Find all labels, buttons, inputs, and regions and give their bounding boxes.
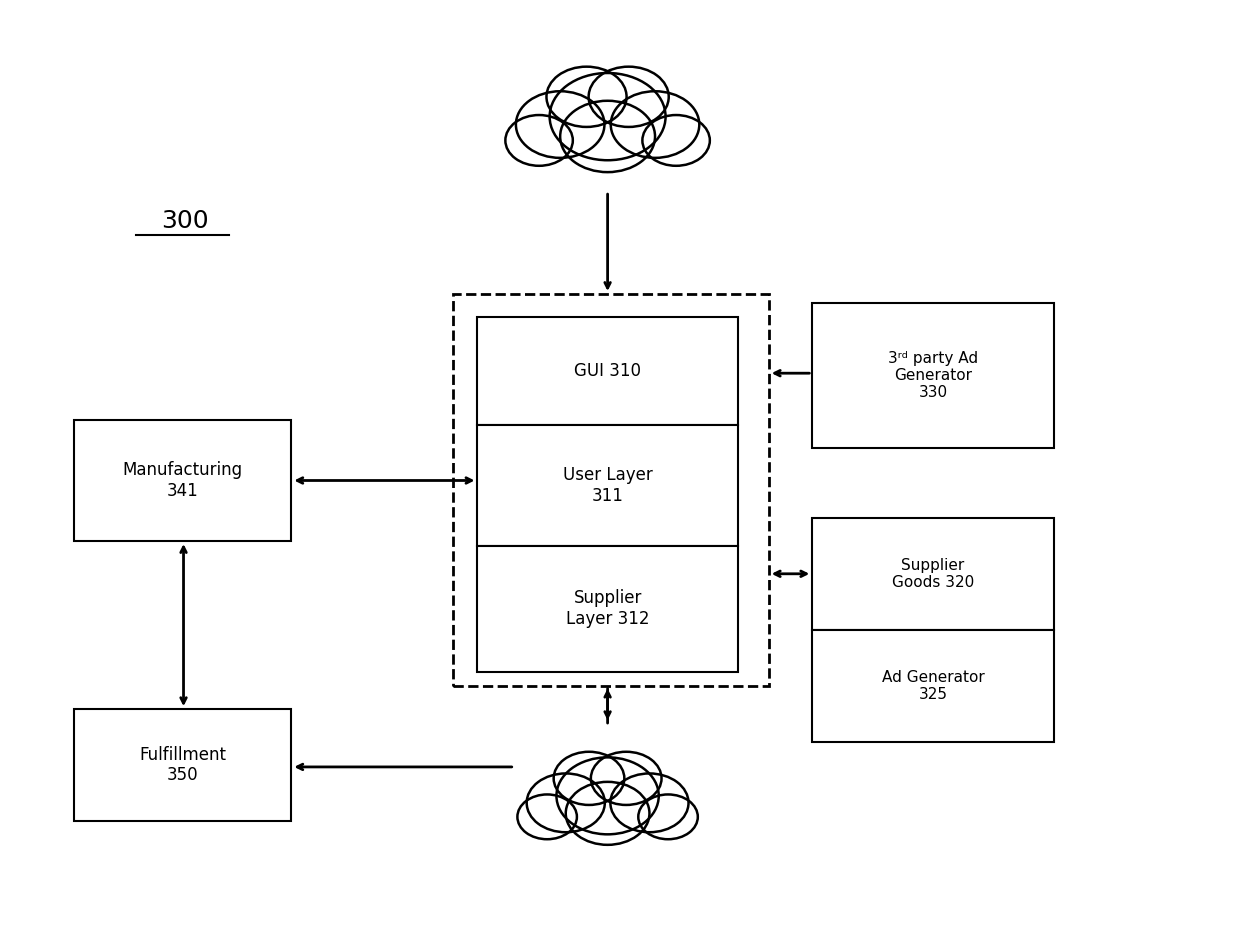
Text: Manufacturing
341: Manufacturing 341 [123, 461, 243, 500]
Text: Supplier
Layer 312: Supplier Layer 312 [565, 590, 650, 628]
FancyBboxPatch shape [453, 294, 769, 686]
Circle shape [611, 91, 699, 158]
Circle shape [527, 773, 605, 832]
Text: GUI 310: GUI 310 [574, 362, 641, 380]
Circle shape [565, 782, 650, 845]
Text: Ad Generator
325: Ad Generator 325 [882, 670, 985, 702]
Text: User Layer
311: User Layer 311 [563, 466, 652, 505]
Circle shape [591, 752, 662, 805]
Circle shape [642, 115, 709, 166]
Circle shape [547, 66, 626, 127]
FancyBboxPatch shape [812, 303, 1054, 448]
Circle shape [560, 101, 655, 172]
FancyBboxPatch shape [812, 630, 1054, 742]
Circle shape [506, 115, 573, 166]
Circle shape [589, 66, 668, 127]
Text: Supplier
Goods 320: Supplier Goods 320 [892, 558, 975, 590]
Text: 300: 300 [161, 209, 208, 233]
Text: Fulfillment
350: Fulfillment 350 [139, 745, 227, 785]
Circle shape [553, 752, 625, 805]
Text: 3ʳᵈ party Ad
Generator
330: 3ʳᵈ party Ad Generator 330 [888, 351, 978, 400]
Circle shape [557, 758, 658, 834]
FancyBboxPatch shape [74, 709, 291, 821]
Circle shape [549, 73, 666, 160]
Circle shape [610, 773, 688, 832]
FancyBboxPatch shape [74, 420, 291, 541]
Circle shape [516, 91, 604, 158]
FancyBboxPatch shape [812, 518, 1054, 630]
Circle shape [517, 795, 577, 840]
FancyBboxPatch shape [477, 546, 738, 672]
FancyBboxPatch shape [477, 317, 738, 425]
Circle shape [639, 795, 698, 840]
FancyBboxPatch shape [477, 425, 738, 546]
